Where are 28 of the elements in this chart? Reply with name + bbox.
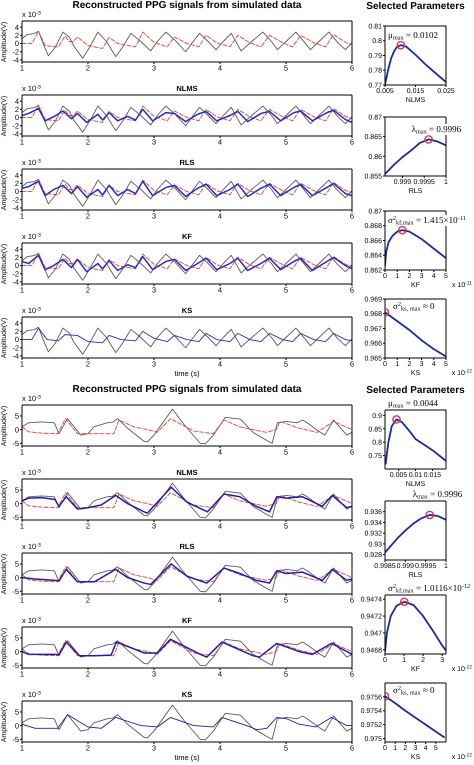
line-series [22,104,352,123]
chart-title: Selected Parameters [366,385,465,397]
annotation: σ$^{2}$$_{kf,max}$ = 1.415×10$^{-11}$ [387,215,467,227]
line-series [22,30,352,59]
line-series [22,714,352,730]
line-series [22,178,352,207]
chart-title: Reconstructed PPG signals from simulated data [72,0,302,12]
line-series [22,30,352,49]
annotation: σ$^{2}$$_{ks, max}$ ≈ 0 [392,684,436,697]
chart-title: Reconstructed PPG signals from simulated data [72,384,302,396]
line-series [22,704,352,740]
annotation: λ$_{max}$ = 0.9996 [412,489,464,501]
line-series [22,104,352,133]
line-series [22,408,352,444]
annotation: μ$_{max}$ = 0.0044 [387,398,439,410]
line-series [22,630,352,666]
line-series [22,108,352,124]
annotation: σ$^{2}$$_{ks, max}$ ≈ 0 [392,300,436,313]
line-series [22,328,352,344]
line-series [22,492,352,508]
annotation: λ$_{max}$ = 0.9996 [410,124,462,136]
line-series [22,252,352,281]
chart-title: Selected Parameters [366,1,465,13]
line-series [22,418,352,434]
annotation: μ$_{max}$ = 0.0102 [387,30,439,42]
annotation: σ$^{2}$$_{kf,max}$ = 1.0116×10$^{-12}$ [387,582,472,595]
line-series [22,326,352,355]
line-series [22,556,352,592]
